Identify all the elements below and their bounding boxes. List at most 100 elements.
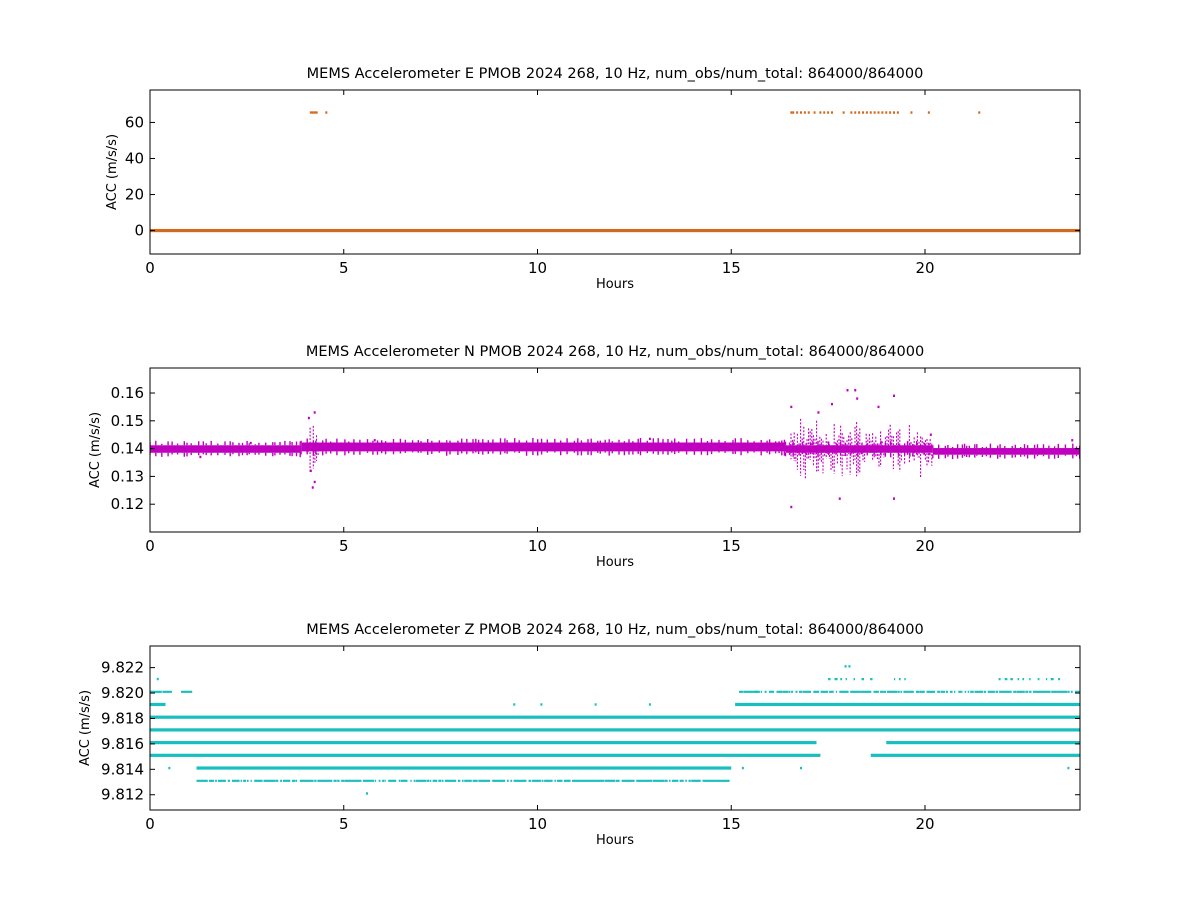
- data-point: [869, 111, 872, 114]
- data-band: [870, 753, 1080, 757]
- x-tick-label: 10: [528, 537, 547, 555]
- data-point: [927, 111, 930, 114]
- y-axis-label: ACC (m/s/s): [78, 690, 93, 766]
- data-spread: [306, 425, 319, 474]
- data-point: [846, 389, 849, 392]
- data-point: [854, 389, 857, 392]
- data-band: [150, 445, 302, 453]
- data-point: [807, 111, 810, 114]
- data-point: [1071, 439, 1074, 442]
- x-tick-label: 0: [145, 259, 155, 277]
- data-band: [196, 766, 732, 770]
- data-point: [865, 111, 868, 114]
- x-tick-label: 20: [915, 537, 934, 555]
- x-tick-label: 10: [528, 259, 547, 277]
- y-tick-label: 9.820: [101, 684, 144, 702]
- subplot-0: MEMS Accelerometer E PMOB 2024 268, 10 H…: [105, 66, 1081, 292]
- data-band-edge: [150, 440, 301, 458]
- data-point: [309, 469, 312, 473]
- data-point: [910, 111, 913, 114]
- data-point: [827, 111, 830, 114]
- data-point: [313, 411, 316, 414]
- data-point: [648, 437, 651, 441]
- data-point: [790, 111, 793, 114]
- axes-frame: [149, 89, 1081, 255]
- chart-title: MEMS Accelerometer Z PMOB 2024 268, 10 H…: [306, 622, 923, 638]
- x-tick-label: 5: [339, 815, 349, 833]
- data-point: [889, 111, 892, 114]
- data-point: [858, 111, 861, 114]
- plot-area: [150, 389, 1080, 509]
- plot-area: [150, 665, 1080, 795]
- data-band: [150, 715, 1080, 719]
- data-band: [735, 702, 1080, 707]
- data-band: [150, 702, 166, 707]
- data-point: [929, 433, 932, 436]
- data-point: [800, 111, 802, 114]
- data-point: [325, 111, 328, 114]
- data-point: [850, 111, 853, 114]
- data-point: [199, 455, 202, 459]
- y-axis-label: ACC (m/s/s): [105, 134, 120, 210]
- data-band: [932, 448, 1080, 455]
- y-tick-label: 60: [125, 113, 144, 131]
- data-point: [309, 111, 312, 114]
- y-tick-label: 40: [125, 149, 144, 167]
- data-point: [249, 441, 252, 445]
- data-point: [842, 111, 845, 114]
- data-point: [844, 665, 847, 668]
- data-band: [785, 445, 933, 453]
- y-tick-label: 20: [125, 186, 144, 204]
- x-tick-label: 5: [339, 537, 349, 555]
- data-point: [817, 411, 820, 414]
- data-point: [819, 111, 822, 114]
- data-point: [893, 394, 895, 397]
- x-tick-label: 0: [145, 815, 155, 833]
- x-tick-label: 10: [528, 815, 547, 833]
- y-tick-label: 0: [134, 222, 144, 240]
- data-point: [313, 480, 316, 484]
- data-point: [813, 111, 816, 114]
- subplot-1: MEMS Accelerometer N PMOB 2024 268, 10 H…: [88, 344, 1081, 570]
- x-tick-label: 20: [915, 815, 934, 833]
- x-tick-label: 0: [145, 537, 155, 555]
- data-point: [823, 111, 826, 114]
- x-tick-label: 5: [339, 259, 349, 277]
- data-point: [792, 111, 795, 114]
- data-point: [790, 505, 793, 509]
- y-tick-label: 0.16: [111, 384, 144, 402]
- data-band: [150, 228, 1080, 233]
- y-tick-label: 9.812: [101, 786, 144, 804]
- x-axis-label: Hours: [596, 277, 634, 292]
- data-point: [1067, 766, 1070, 770]
- data-point: [307, 416, 310, 420]
- data-point: [885, 111, 888, 114]
- data-point: [800, 766, 802, 770]
- data-point: [854, 111, 857, 114]
- axes-frame: [149, 645, 1081, 811]
- y-tick-label: 0.15: [111, 412, 144, 430]
- data-spread: [788, 418, 933, 479]
- data-band-edge: [932, 443, 1080, 460]
- data-point: [741, 766, 744, 770]
- data-point: [877, 405, 880, 409]
- data-point: [156, 677, 159, 681]
- x-axis-label: Hours: [596, 555, 634, 570]
- data-point: [856, 397, 859, 400]
- y-tick-label: 9.822: [101, 659, 144, 677]
- data-point: [540, 703, 543, 706]
- data-point: [311, 111, 314, 114]
- data-point: [366, 792, 368, 795]
- data-point: [796, 111, 799, 114]
- data-point: [862, 111, 864, 114]
- data-band: [150, 753, 821, 757]
- data-point: [311, 486, 314, 489]
- data-band: [150, 741, 817, 745]
- y-axis-label: ACC (m/s/s): [88, 412, 103, 488]
- y-tick-label: 9.816: [101, 735, 144, 753]
- data-point: [978, 111, 981, 114]
- y-tick-label: 0.14: [111, 440, 144, 458]
- y-tick-label: 0.13: [111, 467, 144, 485]
- x-tick-label: 15: [722, 259, 741, 277]
- data-point: [893, 497, 895, 500]
